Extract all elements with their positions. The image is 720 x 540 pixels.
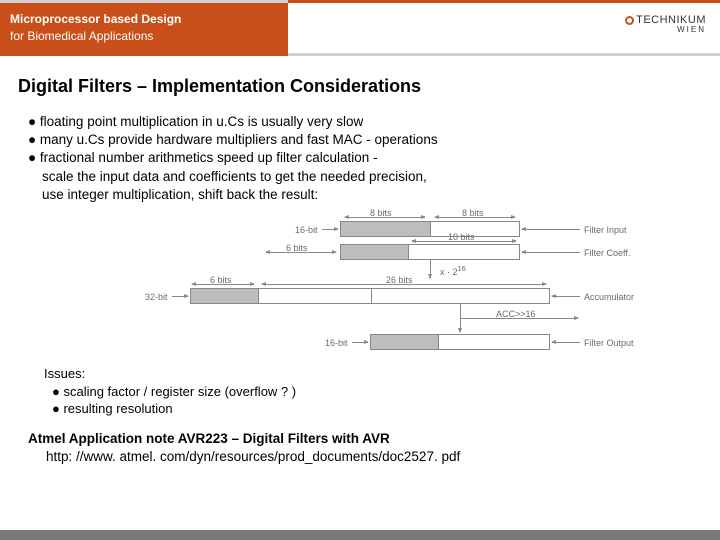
slide-title: Digital Filters – Implementation Conside…	[18, 76, 702, 97]
row3-mid-div	[371, 289, 372, 303]
row4-register	[370, 334, 550, 350]
row1-right-label: Filter Input	[584, 225, 627, 235]
footnote-title: Atmel Application note AVR223 – Digital …	[28, 430, 702, 448]
bullet-3b: use integer multiplication, shift back t…	[28, 186, 702, 204]
row3-shaded-seg	[191, 289, 259, 303]
mult-arrow-icon	[430, 260, 431, 278]
issues-block: Issues: ● scaling factor / register size…	[44, 365, 702, 418]
course-line-1: Microprocessor based Design	[10, 11, 278, 28]
row4-right-arrow-icon	[552, 342, 580, 343]
row1-register	[340, 221, 520, 237]
header-stripe-bottom	[0, 53, 720, 56]
issue-2: ● resulting resolution	[44, 400, 702, 418]
row1-span-a: 8 bits	[370, 208, 392, 218]
row3-left-arrow-icon	[172, 296, 188, 297]
row2-span-right: 10 bits	[448, 232, 475, 242]
issue-1: ● scaling factor / register size (overfl…	[44, 383, 702, 401]
row2-shaded-seg	[341, 245, 409, 259]
row2-right-label: Filter Coeff.	[584, 248, 630, 258]
bullet-3a: scale the input data and coefficients to…	[28, 168, 702, 186]
shift-label: ACC>>16	[496, 309, 536, 319]
mult-exp: 16	[458, 264, 466, 273]
bullet-1: ● floating point multiplication in u.Cs …	[28, 113, 702, 131]
row3-right-arrow-icon	[552, 296, 580, 297]
row4-left-label: 16-bit	[325, 338, 348, 348]
row1-shaded-seg	[341, 222, 431, 236]
row3-left-label: 32-bit	[145, 292, 168, 302]
logo-circle-icon	[625, 16, 634, 25]
footnote-url: http: //www. atmel. com/dyn/resources/pr…	[28, 448, 702, 466]
logo-text-2: WIEN	[625, 25, 706, 34]
row2-span-left: 6 bits	[286, 243, 308, 253]
row3-right-label: Accumulator	[584, 292, 634, 302]
row4-left-arrow-icon	[352, 342, 368, 343]
slide-content: Digital Filters – Implementation Conside…	[0, 58, 720, 466]
course-title-box: Microprocessor based Design for Biomedic…	[0, 3, 288, 53]
row1-span-b: 8 bits	[462, 208, 484, 218]
row2-right-arrow-icon	[522, 252, 580, 253]
bullet-list: ● floating point multiplication in u.Cs …	[18, 113, 702, 204]
mult-label: x · 216	[440, 264, 466, 277]
mult-op: x · 2	[440, 267, 458, 277]
row3-span-a: 6 bits	[210, 275, 232, 285]
slide-header: Microprocessor based Design for Biomedic…	[0, 0, 720, 58]
row1-left-arrow-icon	[322, 229, 338, 230]
footer-bar	[0, 530, 720, 540]
bullet-2: ● many u.Cs provide hardware multipliers…	[28, 131, 702, 149]
row2-register	[340, 244, 520, 260]
course-line-2: for Biomedical Applications	[10, 28, 278, 45]
row1-left-label: 16-bit	[295, 225, 318, 235]
row1-right-arrow-icon	[522, 229, 580, 230]
fixed-point-diagram: 16-bit 8 bits 8 bits Filter Input 6 bits…	[70, 214, 650, 359]
row3-span-b: 26 bits	[386, 275, 413, 285]
row4-shaded-seg	[371, 335, 439, 349]
row3-register	[190, 288, 550, 304]
footnote: Atmel Application note AVR223 – Digital …	[28, 430, 702, 466]
institution-logo: TECHNIKUM WIEN	[625, 14, 706, 34]
issues-heading: Issues:	[44, 365, 702, 383]
row4-right-label: Filter Output	[584, 338, 634, 348]
bullet-3: ● fractional number arithmetics speed up…	[28, 149, 702, 167]
